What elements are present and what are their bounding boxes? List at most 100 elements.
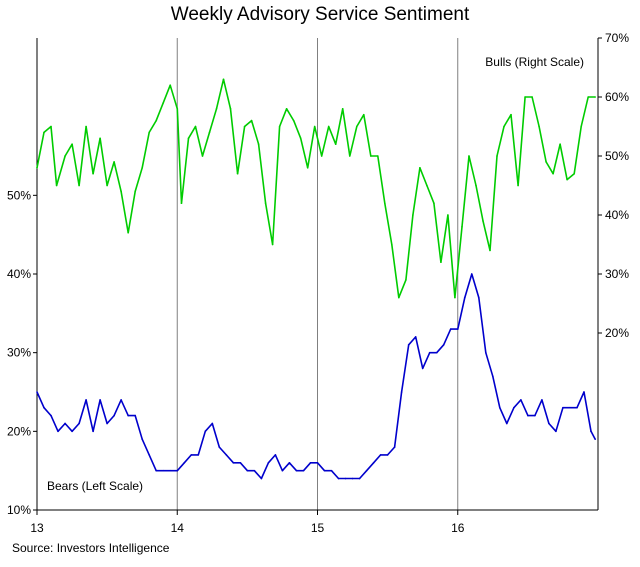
data-point: [71, 143, 73, 145]
data-point: [358, 477, 361, 480]
data-point: [517, 184, 519, 187]
data-point: [485, 351, 487, 354]
data-point: [351, 477, 354, 480]
data-point: [456, 328, 459, 330]
data-point: [377, 155, 379, 157]
data-point: [433, 202, 435, 204]
data-point: [295, 469, 298, 472]
data-point: [302, 469, 305, 472]
data-point: [285, 108, 288, 110]
data-point: [260, 477, 263, 480]
data-point: [355, 125, 358, 128]
data-point: [229, 108, 232, 110]
data-point: [92, 172, 94, 175]
data-point: [412, 214, 414, 216]
data-point: [215, 108, 218, 110]
left-tick-label: 50%: [7, 188, 31, 202]
data-point: [78, 184, 80, 187]
data-point: [176, 469, 179, 472]
right-axis: 20% 30% 40% 50% 60% 70%: [597, 31, 629, 510]
data-point: [190, 454, 193, 456]
data-point: [566, 178, 568, 181]
series-line-1: [36, 273, 596, 480]
data-point: [85, 125, 87, 128]
data-point: [113, 161, 115, 163]
data-point: [292, 119, 295, 122]
data-point: [155, 469, 158, 472]
data-point: [475, 184, 477, 187]
data-point: [55, 184, 58, 187]
data-point: [162, 102, 165, 104]
left-tick-label: 40%: [7, 267, 31, 281]
data-point: [545, 161, 547, 163]
data-point: [274, 454, 277, 456]
data-point: [148, 454, 150, 456]
data-point: [365, 469, 368, 472]
data-point: [590, 430, 592, 433]
data-point: [407, 344, 410, 346]
data-point: [187, 137, 190, 140]
data-point: [85, 399, 87, 401]
data-point: [148, 131, 150, 134]
data-point: [113, 414, 115, 417]
left-tick-label: 30%: [7, 346, 31, 360]
x-tick-label: 13: [30, 521, 44, 535]
data-point: [246, 469, 249, 472]
data-point: [323, 469, 326, 472]
data-point: [541, 399, 543, 401]
data-point: [594, 438, 596, 441]
data-point: [330, 469, 333, 472]
data-point: [169, 469, 172, 472]
data-point: [134, 414, 136, 417]
data-point: [463, 296, 466, 299]
right-tick-label: 20%: [605, 326, 629, 340]
data-point: [155, 119, 158, 122]
left-tick-label: 10%: [7, 503, 31, 517]
data-point: [250, 119, 253, 122]
data-point: [400, 391, 403, 393]
data-point: [176, 108, 179, 110]
data-point: [134, 190, 136, 193]
data-point: [106, 184, 108, 187]
data-point: [348, 155, 351, 157]
data-point: [197, 454, 200, 456]
data-point: [461, 226, 463, 228]
data-point: [419, 167, 421, 169]
data-point: [106, 422, 108, 425]
data-point: [428, 351, 431, 354]
data-point: [204, 430, 207, 433]
data-point: [492, 375, 494, 378]
data-point: [477, 296, 480, 299]
series-labels: Bulls (Right Scale) Bears (Left Scale): [47, 55, 584, 493]
data-point: [211, 422, 214, 425]
data-point: [36, 391, 38, 393]
data-point: [496, 155, 498, 157]
data-point: [454, 296, 456, 299]
data-point: [253, 469, 256, 472]
right-tick-label: 30%: [605, 267, 629, 281]
data-point: [267, 462, 270, 464]
data-point: [524, 96, 526, 98]
data-point: [513, 406, 515, 409]
data-point: [527, 414, 529, 417]
data-point: [127, 414, 129, 417]
data-point: [64, 155, 66, 157]
data-point: [594, 96, 596, 98]
data-point: [449, 328, 452, 330]
data-point: [313, 125, 316, 128]
data-point: [435, 351, 438, 354]
data-point: [218, 446, 221, 448]
x-tick-label: 16: [451, 521, 465, 535]
data-point: [225, 454, 228, 456]
data-point: [548, 422, 550, 425]
data-point: [573, 172, 575, 175]
data-point: [120, 190, 122, 193]
data-point: [183, 462, 186, 464]
data-point: [243, 125, 246, 128]
right-tick-label: 60%: [605, 90, 629, 104]
data-point: [337, 477, 340, 480]
data-point: [288, 462, 291, 464]
data-point: [379, 454, 382, 456]
left-tick-label: 20%: [7, 424, 31, 438]
data-point: [426, 184, 428, 187]
